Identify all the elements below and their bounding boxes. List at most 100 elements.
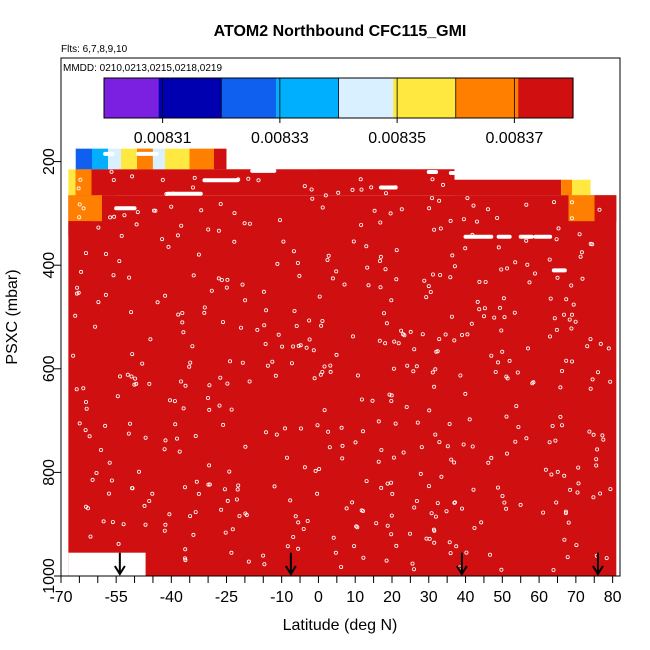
observation-point [76,290,81,295]
observation-point [448,551,453,556]
observation-point [110,520,115,525]
colorbar-swatch [213,78,222,118]
observation-point [432,384,437,389]
observation-point [312,376,317,381]
observation-point [318,372,323,377]
observation-point [160,177,165,182]
observation-point [465,196,470,201]
observation-point [360,508,365,513]
observation-point [533,271,538,276]
observation-point [216,228,221,233]
observation-point [125,372,130,377]
heat-band [75,148,153,170]
observation-point [94,470,99,475]
heat-band [454,179,562,196]
observation-point [135,210,140,215]
colorbar-swatch [307,78,316,118]
observation-point [360,429,365,434]
observation-point [389,393,394,398]
observation-point [499,567,504,572]
colorbar-swatch [244,78,254,118]
observation-point [392,339,397,344]
observation-point [427,536,432,541]
observation-point [160,237,165,242]
observation-point [469,321,474,326]
observation-point [313,468,318,473]
observation-point [504,451,509,456]
observation-point [365,265,370,270]
observation-point [296,546,301,551]
observation-point [514,404,519,409]
observation-point [555,469,560,474]
observation-point [336,190,341,195]
colorbar-swatch [369,78,379,118]
observation-point [147,498,152,503]
observation-point [247,221,252,226]
x-tick-label: 80 [604,589,622,606]
observation-point [378,285,383,290]
colorbar-swatch [268,78,277,118]
observation-point [333,550,338,555]
observation-point [556,226,561,231]
observation-point [447,421,452,426]
observation-point [543,467,548,472]
observation-point [297,273,302,278]
observation-point [370,398,375,403]
observation-point [109,169,114,174]
observation-point [273,373,278,378]
observation-point [183,558,188,563]
observation-point [524,238,529,243]
observation-point [108,215,113,220]
observation-point [206,227,211,232]
observation-point [282,426,287,431]
x-tick-label: 20 [383,589,401,606]
observation-point [384,558,389,563]
colorbar-swatch [229,78,238,118]
flight-track-segments [103,151,567,273]
observation-point [578,254,583,259]
observation-point [207,407,212,412]
observation-point [366,283,371,288]
observation-point [361,555,366,560]
profile-arrows [113,552,604,576]
observation-point [155,300,160,305]
observation-point [576,481,581,486]
observation-point [389,513,394,518]
colorbar-swatch [221,78,230,118]
observation-point [188,514,193,519]
observation-point [573,319,578,324]
observation-point [111,177,116,182]
observation-point [163,438,168,443]
observation-point [289,361,294,366]
observation-point [77,215,82,220]
observation-point [390,491,395,496]
observation-point [339,565,344,570]
observation-point [378,254,383,259]
observation-point [515,370,520,375]
observation-point [309,187,314,192]
observation-point [564,297,569,302]
observation-point [302,184,307,189]
observation-point [364,244,369,249]
observation-point [393,421,398,426]
observation-point [162,447,167,452]
observation-point [103,292,108,297]
profile-arrow [285,552,297,576]
observation-point [474,219,479,224]
observation-point [404,404,409,409]
observation-point [608,379,613,384]
observation-point [464,550,469,555]
heat-band [561,179,591,196]
observation-point [180,320,185,325]
observation-point [79,269,84,274]
observation-point [317,294,322,299]
observation-point [594,457,599,462]
observation-point [411,369,416,374]
observation-point [566,520,571,525]
observation-point [492,315,497,320]
observation-point [326,253,331,258]
y-axis-label: PSXC (mbar) [4,269,21,364]
profile-arrow [592,552,604,576]
observation-point [350,187,355,192]
colorbar-swatch [385,78,394,118]
